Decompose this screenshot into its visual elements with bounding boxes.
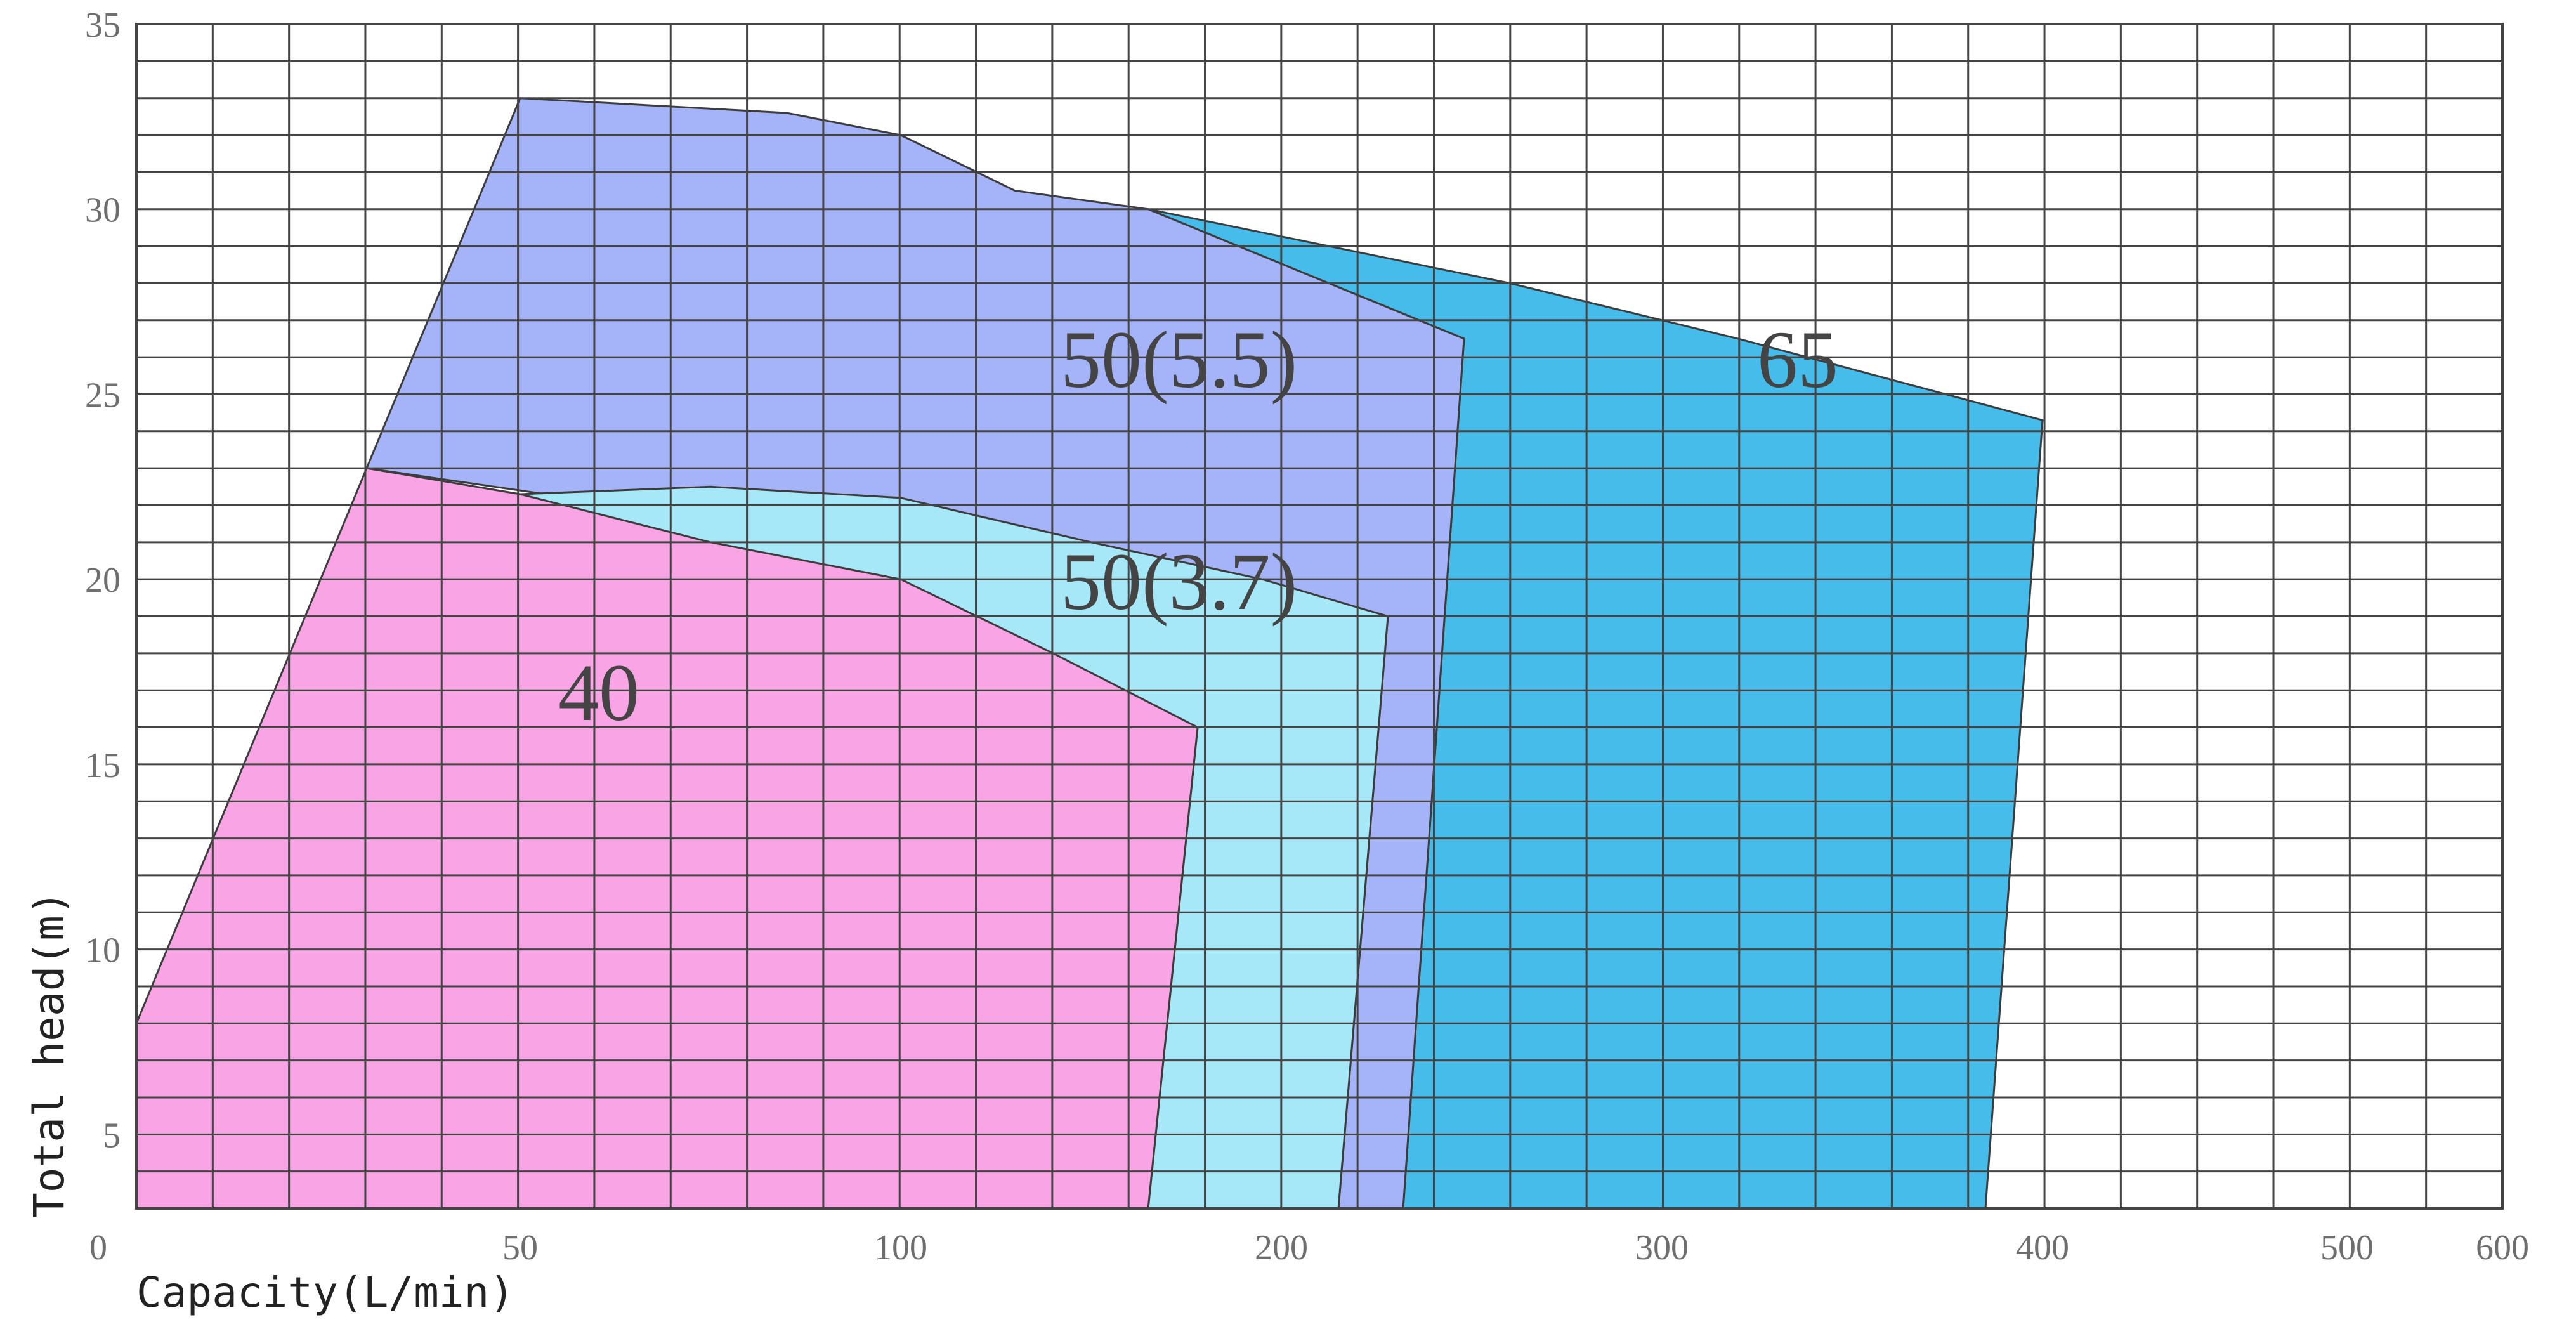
region-labels-layer: 65 50(5.5) 50(3.7) 40 bbox=[558, 315, 1838, 738]
y-tick-label: 20 bbox=[85, 561, 121, 600]
x-tick-label: 400 bbox=[2016, 1228, 2069, 1267]
region-label-40: 40 bbox=[558, 648, 639, 738]
y-axis-title: Total head(m) bbox=[25, 890, 74, 1218]
y-tick-label: 25 bbox=[85, 376, 121, 415]
grid-layer bbox=[135, 23, 2504, 1210]
y-tick-label: 30 bbox=[85, 191, 121, 230]
y-tick-label: 15 bbox=[85, 746, 121, 785]
y-tick-label: 35 bbox=[85, 6, 121, 45]
x-tick-label: 600 bbox=[2476, 1228, 2529, 1267]
x-axis-title: Capacity(L/min) bbox=[136, 1268, 514, 1317]
x-tick-label: 300 bbox=[1635, 1228, 1689, 1267]
region-label-65: 65 bbox=[1757, 315, 1838, 405]
y-tick-labels: 5 10 15 20 25 30 35 bbox=[85, 6, 121, 1155]
x-tick-labels: 0 50 100 200 300 400 500 600 bbox=[89, 1228, 2529, 1267]
plot-border bbox=[135, 23, 2504, 1210]
x-tick-label: 50 bbox=[502, 1228, 538, 1267]
region-label-50-3-7: 50(3.7) bbox=[1061, 537, 1297, 627]
y-tick-label: 5 bbox=[103, 1116, 121, 1155]
x-tick-label: 100 bbox=[874, 1228, 927, 1267]
region-label-50-5-5: 50(5.5) bbox=[1061, 315, 1297, 405]
x-tick-label: 500 bbox=[2320, 1228, 2374, 1267]
x-tick-label: 0 bbox=[89, 1228, 107, 1267]
y-tick-label: 10 bbox=[85, 931, 121, 971]
x-tick-label: 200 bbox=[1255, 1228, 1308, 1267]
